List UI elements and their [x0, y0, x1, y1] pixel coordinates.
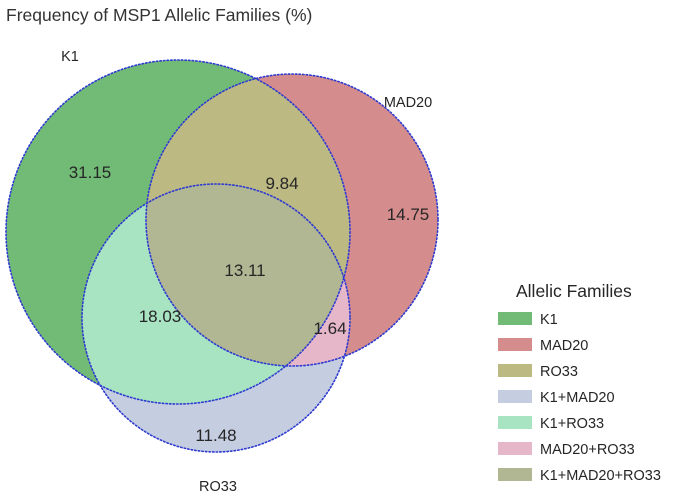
region-value-k1: 31.15: [69, 163, 112, 182]
set-label-mad20: MAD20: [384, 95, 432, 111]
set-label-ro33: RO33: [199, 479, 237, 495]
set-outline-mad20: [145, 73, 439, 367]
legend-label-ro33: RO33: [540, 364, 578, 380]
set-outline-ro33: [81, 183, 351, 453]
legend-swatch-k1-mad20: [498, 390, 532, 403]
venn-outlines: [5, 59, 439, 453]
region-value-k1-mad20: 9.84: [265, 174, 298, 193]
region-value-k1-mad20-ro33: 13.11: [224, 261, 265, 280]
region-value-ro33: 11.48: [195, 426, 236, 445]
legend-title: Allelic Families: [516, 281, 632, 301]
legend-label-mad20-ro33: MAD20+RO33: [540, 442, 635, 458]
legend-swatch-k1-mad20-ro33: [498, 468, 532, 481]
legend-label-k1-mad20-ro33: K1+MAD20+RO33: [540, 468, 661, 484]
region-value-mad20-ro33: 1.64: [313, 319, 346, 338]
chart-title: Frequency of MSP1 Allelic Families (%): [6, 5, 312, 25]
region-value-k1-ro33: 18.03: [139, 307, 182, 326]
legend-label-k1-ro33: K1+RO33: [540, 416, 604, 432]
legend: Allelic Families K1 MAD20 RO33 K1+MAD20 K1+R…: [498, 281, 661, 484]
legend-swatch-k1: [498, 312, 532, 325]
legend-label-k1-mad20: K1+MAD20: [540, 390, 615, 406]
legend-swatch-k1-ro33: [498, 416, 532, 429]
legend-swatch-mad20-ro33: [498, 442, 532, 455]
region-value-mad20: 14.75: [387, 205, 430, 224]
legend-label-k1: K1: [540, 312, 558, 328]
legend-swatch-mad20: [498, 338, 532, 351]
set-outline-k1: [5, 59, 351, 405]
legend-entries: K1 MAD20 RO33 K1+MAD20 K1+RO33 MAD20+RO33 K1+M…: [498, 312, 661, 484]
venn-region-values: 31.15 14.75 11.48 9.84 18.03 1.64 13.11: [69, 163, 430, 445]
legend-label-mad20: MAD20: [540, 338, 588, 354]
legend-swatch-ro33: [498, 364, 532, 377]
set-label-k1: K1: [61, 49, 79, 65]
